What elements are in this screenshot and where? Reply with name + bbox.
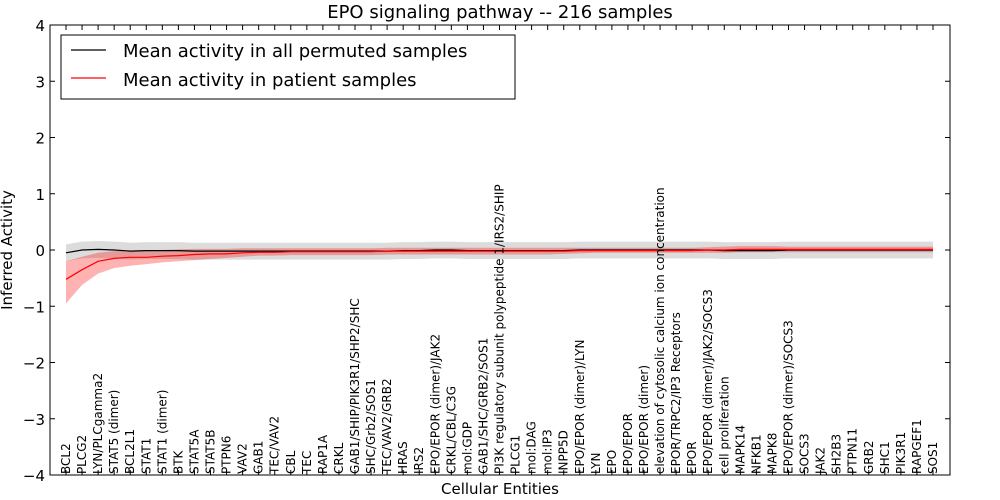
x-tick-label: mol:DAG	[525, 421, 539, 474]
x-tick-label: SH2B3	[830, 434, 844, 474]
y-tick-label: −3	[23, 411, 45, 429]
x-tick-label: BTK	[171, 449, 185, 474]
x-tick-label: PIK3R1	[894, 432, 908, 474]
x-tick-label: TEC	[300, 451, 314, 475]
x-tick-label: CBL	[284, 450, 298, 474]
x-tick-label: CRKL/CBL/C3G	[444, 386, 458, 474]
x-tick-label: MAPK14	[733, 425, 747, 474]
x-tick-label: STAT5B	[204, 430, 218, 475]
legend-box	[60, 34, 516, 100]
x-tick-label: RAPGEF1	[910, 419, 924, 474]
x-tick-label: PTPN6	[220, 436, 234, 474]
patient-mean-line	[65, 248, 933, 280]
y-tick-label: 1	[35, 186, 45, 204]
y-axis-label: Inferred Activity	[0, 190, 16, 310]
x-tick-label: GRB2	[862, 441, 876, 475]
x-tick-label: SOS1	[926, 442, 940, 474]
x-tick-label: EPO	[605, 450, 619, 474]
y-axis-ticks: 4 3 2 1 0 −1 −2 −3 −4	[23, 17, 950, 485]
x-tick-label: GAB1	[252, 441, 266, 474]
x-axis-label: Cellular Entities	[441, 480, 559, 498]
y-tick-label: −2	[23, 355, 45, 373]
legend-label-patient: Mean activity in patient samples	[123, 70, 417, 91]
x-tick-label: LYN/PLCgamma2	[91, 373, 105, 474]
x-tick-label: IRS2	[412, 447, 426, 474]
x-tick-label: SHC/Grb2/SOS1	[364, 379, 378, 474]
y-tick-label: −4	[23, 467, 45, 485]
x-tick-label: STAT1	[139, 438, 153, 474]
y-tick-label: 4	[35, 17, 45, 35]
y-tick-label: 2	[35, 130, 45, 148]
x-tick-label: SOCS3	[798, 433, 812, 474]
x-tick-label: mol:IP3	[541, 429, 555, 474]
x-tick-label: BCL2	[59, 443, 73, 474]
x-tick-label: PI3K regulatory subunit polypeptide 1/IR…	[493, 184, 507, 474]
x-tick-label: EPO/EPOR (dimer)/SOCS3	[782, 320, 796, 474]
x-tick-label: STAT1 (dimer)	[155, 390, 169, 474]
x-tick-label: GAB1/SHC/GRB2/SOS1	[476, 338, 490, 474]
y-tick-label: 0	[35, 242, 45, 260]
x-tick-label: elevation of cytosolic calcium ion conce…	[653, 187, 667, 474]
legend-label-permuted: Mean activity in all permuted samples	[123, 41, 467, 62]
x-tick-label: HRAS	[396, 441, 410, 474]
x-tick-label: EPOR/TRPC2/IP3 Receptors	[669, 312, 683, 474]
x-tick-label: EPO/EPOR (dimer)/JAK2	[428, 334, 442, 474]
x-tick-label: TEC/VAV2	[268, 416, 282, 475]
x-tick-label: EPOR	[685, 441, 699, 474]
x-tick-label: EPO/EPOR (dimer)/LYN	[573, 340, 587, 474]
patient-band	[66, 246, 933, 304]
x-tick-label: TEC/VAV2/GRB2	[380, 378, 394, 475]
x-tick-label: cell proliferation	[717, 376, 731, 474]
chart-title: EPO signaling pathway -- 216 samples	[327, 2, 673, 23]
x-tick-label: VAV2	[236, 443, 250, 474]
x-tick-label: JAK2	[814, 447, 828, 475]
x-tick-label: PLCG2	[75, 435, 89, 474]
x-tick-label: NFKB1	[749, 434, 763, 474]
x-axis-ticks: BCL2 PLCG2 LYN/PLCgamma2 STAT5 (dimer) BCL2L…	[59, 25, 940, 475]
x-tick-label: CRKL	[332, 442, 346, 474]
x-tick-label: mol:GDP	[460, 422, 474, 474]
x-tick-label: INPP5D	[557, 430, 571, 474]
legend: Mean activity in all permuted samples Me…	[60, 34, 516, 100]
x-tick-label: EPO/EPOR (dimer)	[637, 365, 651, 474]
x-tick-label: STAT5 (dimer)	[107, 390, 121, 474]
x-tick-label: MAPK8	[765, 433, 779, 474]
x-tick-label: BCL2L1	[123, 429, 137, 474]
x-tick-label: RAP1A	[316, 434, 330, 474]
x-tick-label: EPO/EPOR (dimer)/JAK2/SOCS3	[701, 289, 715, 474]
x-tick-label: LYN	[589, 453, 603, 474]
x-tick-label: GAB1/SHIP/PIK3R1/SHP2/SHC	[348, 298, 362, 474]
x-tick-label: PTPN11	[846, 428, 860, 474]
x-tick-label: EPO/EPOR	[621, 413, 635, 474]
series-lines	[65, 248, 933, 280]
x-tick-label: STAT5A	[187, 429, 201, 474]
x-tick-label: SHC1	[878, 441, 892, 474]
patient-band-layer	[66, 246, 933, 304]
y-tick-label: −1	[23, 298, 45, 316]
y-tick-label: 3	[35, 73, 45, 91]
x-tick-label: PLCG1	[509, 435, 523, 474]
